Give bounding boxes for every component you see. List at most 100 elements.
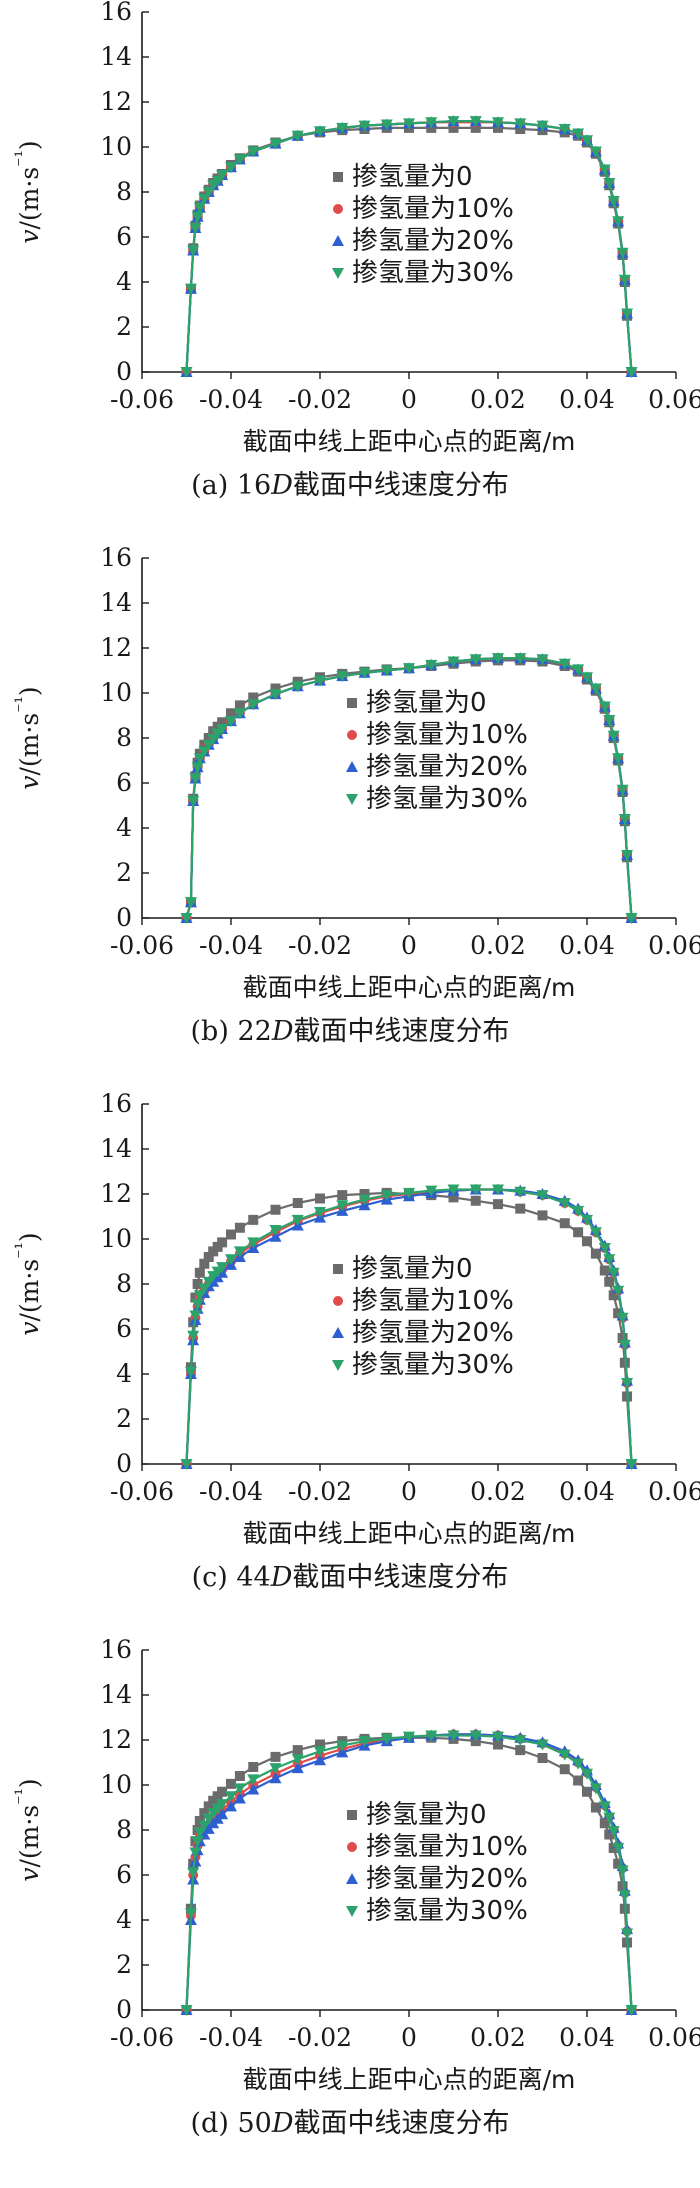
data-point [211, 175, 224, 187]
y-tick-label: 8 [116, 1815, 132, 1844]
data-point [607, 1826, 620, 1838]
data-point [447, 1730, 460, 1742]
x-tick-label: -0.04 [199, 1477, 263, 1506]
y-tick-label: 14 [100, 1134, 132, 1163]
y-tick-label: 16 [100, 0, 132, 26]
legend-marker [333, 1296, 343, 1306]
x-tick-label: 0.04 [559, 385, 615, 414]
y-tick-label: 10 [100, 1770, 132, 1799]
x-tick-label: -0.06 [110, 931, 174, 960]
data-point [492, 1184, 504, 1196]
legend-label: 掺氢量为0 [366, 688, 487, 718]
data-point [193, 1827, 206, 1839]
y-tick-label: 8 [116, 1269, 132, 1298]
data-point [202, 1813, 215, 1825]
data-point [625, 367, 638, 378]
data-point [202, 187, 215, 198]
data-point [616, 1865, 629, 1877]
legend-label: 掺氢量为20% [366, 1864, 528, 1894]
x-axis-label: 截面中线上距中心点的距离/m [243, 1519, 576, 1548]
data-point [189, 223, 202, 234]
data-point [447, 1184, 460, 1196]
series-4 [180, 653, 638, 924]
x-tick-label: 0.02 [470, 931, 526, 960]
data-point [492, 653, 504, 665]
data-point [612, 753, 625, 765]
data-point [469, 1184, 482, 1196]
data-point [616, 247, 629, 259]
legend-marker [346, 794, 358, 805]
data-point [572, 664, 585, 676]
legend-marker [346, 1906, 358, 1917]
data-point [247, 1783, 260, 1795]
y-tick-label: 12 [100, 633, 132, 662]
data-point [189, 1847, 202, 1859]
data-point [470, 1195, 481, 1206]
y-tick-label: 14 [100, 42, 132, 71]
data-point [248, 692, 259, 703]
data-point [291, 1214, 304, 1226]
data-point [315, 1739, 325, 1750]
data-point [269, 1772, 282, 1784]
y-tick-label: 2 [116, 1404, 132, 1433]
data-point [573, 1227, 584, 1238]
data-point [189, 773, 202, 785]
data-point [447, 116, 460, 128]
data-point [336, 122, 349, 134]
data-point [536, 120, 549, 132]
x-tick-label: 0 [401, 2023, 417, 2052]
data-point [603, 1254, 616, 1266]
data-point [559, 1764, 570, 1775]
y-tick-label: 14 [100, 1680, 132, 1709]
data-point [536, 1190, 549, 1202]
data-point [621, 1928, 634, 1940]
panel-caption: (a) 16D截面中线速度分布 [191, 470, 509, 501]
data-point [225, 1800, 237, 1812]
line-chart: 0 2 4 6 8 10 12 14 16 -0.06 -0.04 -0.02 0 0.02 0.04 0.0… [12, 1089, 700, 1593]
data-point [515, 1203, 526, 1214]
data-point [358, 667, 371, 679]
data-point [572, 128, 585, 140]
data-point [493, 1199, 503, 1210]
data-point [270, 1204, 281, 1215]
legend-label: 掺氢量为10% [352, 194, 514, 224]
chart-panel-2: 0 2 4 6 8 10 12 14 16 -0.06 -0.04 -0.02 0 0.02 0.04 0.0… [0, 543, 700, 1092]
data-point [269, 689, 282, 701]
legend-label: 掺氢量为10% [352, 1286, 514, 1316]
y-tick-label: 8 [116, 723, 132, 752]
legend-marker [332, 1327, 344, 1338]
x-tick-label: -0.06 [110, 385, 174, 414]
data-point [233, 1783, 246, 1795]
x-tick-label: 0 [401, 1477, 417, 1506]
x-tick-label: -0.02 [288, 385, 352, 414]
x-axis-label: 截面中线上距中心点的距离/m [243, 2065, 576, 2094]
data-point [234, 1771, 245, 1781]
data-point [358, 120, 371, 132]
data-point [515, 1745, 526, 1756]
data-point [598, 1243, 611, 1254]
data-point [625, 1459, 638, 1470]
y-tick-label: 16 [100, 546, 132, 572]
legend-marker [347, 698, 357, 708]
legend-marker [347, 730, 357, 740]
data-point [314, 675, 326, 687]
data-point [247, 699, 260, 711]
data-point [198, 1820, 211, 1832]
legend-label: 掺氢量为30% [352, 258, 514, 288]
data-point [198, 193, 211, 205]
line-chart: 0 2 4 6 8 10 12 14 16 -0.06 -0.04 -0.02 0 0.02 0.04 0.0… [12, 0, 700, 501]
data-point [625, 2005, 638, 2016]
data-point [612, 216, 625, 228]
data-point [613, 1858, 624, 1869]
legend-marker [332, 1360, 344, 1371]
series-4 [180, 116, 638, 378]
data-point [233, 154, 246, 166]
x-tick-label: -0.06 [110, 1477, 174, 1506]
data-point [514, 1186, 527, 1198]
data-point [581, 1214, 593, 1226]
x-tick-label: -0.04 [199, 931, 263, 960]
data-point [621, 850, 634, 861]
data-point [598, 701, 611, 713]
data-point [625, 913, 638, 924]
